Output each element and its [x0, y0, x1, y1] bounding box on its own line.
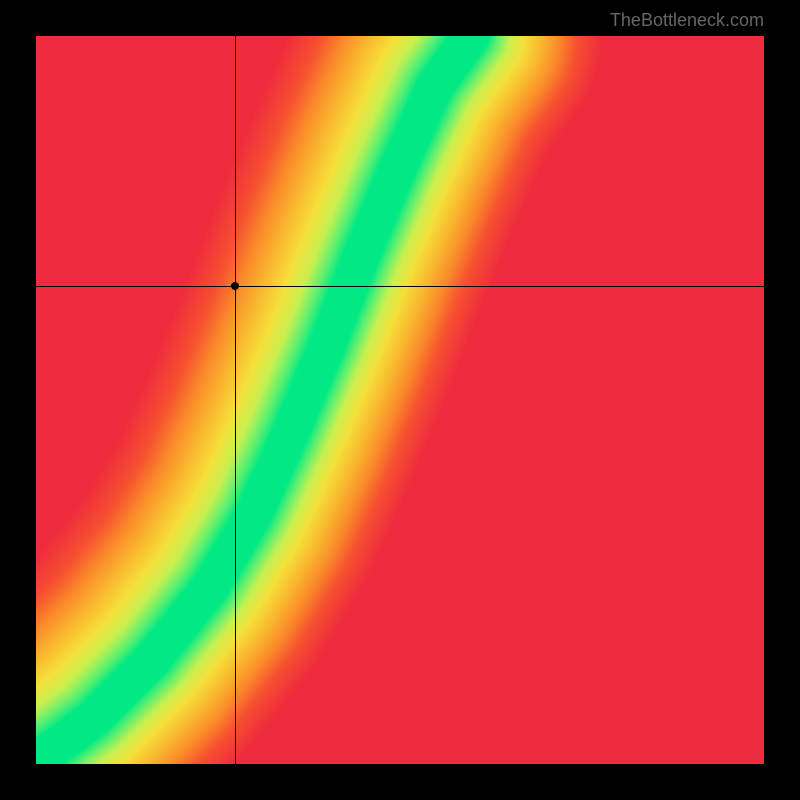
heatmap-canvas — [36, 36, 764, 764]
crosshair-horizontal — [36, 286, 764, 287]
watermark-text: TheBottleneck.com — [610, 10, 764, 31]
selected-point[interactable] — [231, 282, 239, 290]
chart-container: { "watermark": { "text": "TheBottleneck.… — [0, 0, 800, 800]
crosshair-vertical — [235, 36, 236, 764]
heatmap-plot — [36, 36, 764, 764]
